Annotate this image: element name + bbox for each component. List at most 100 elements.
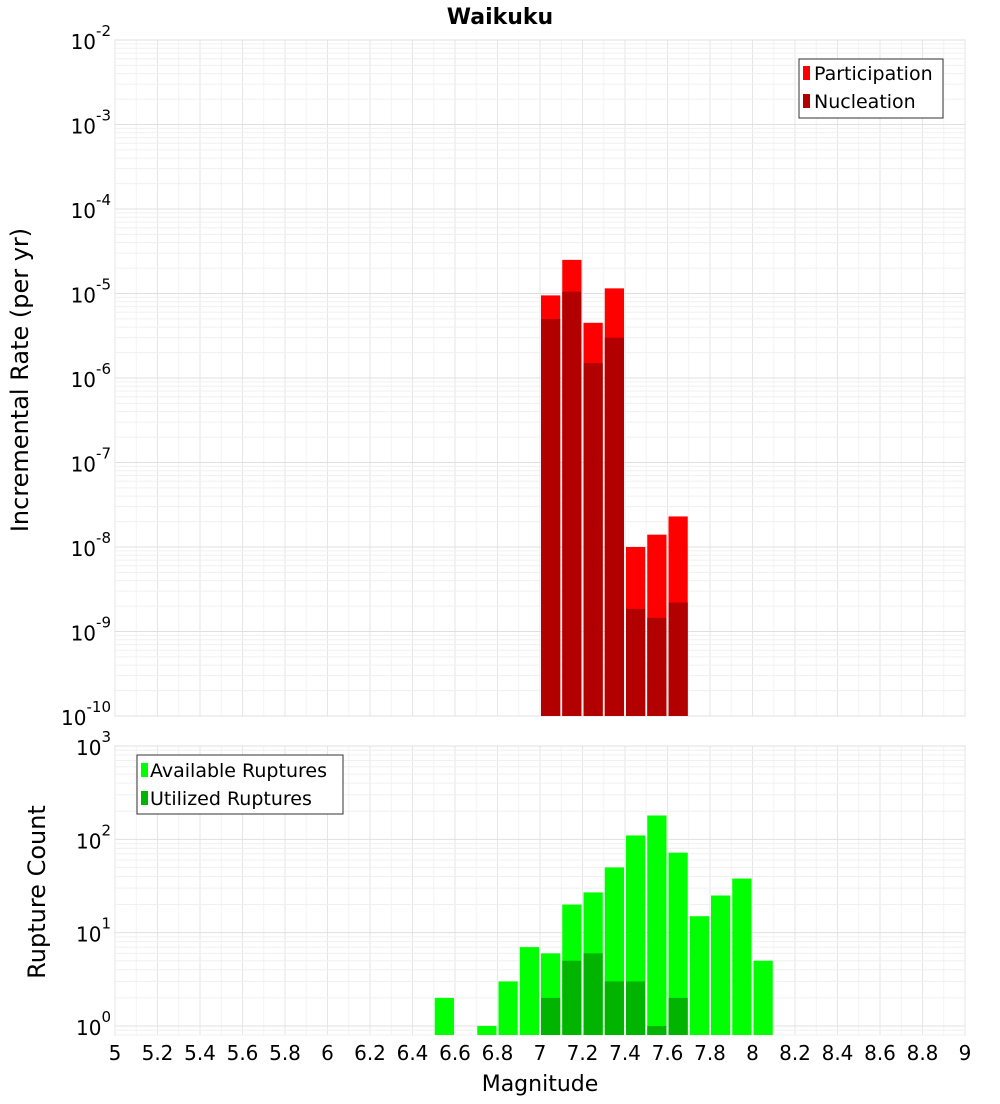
top-y-tick-base: 10: [71, 622, 96, 646]
top-y-tick-label: 10-4: [71, 191, 111, 223]
top-bars: [541, 259, 688, 716]
top-y-tick-label: 10-9: [71, 614, 111, 646]
top-y-tick-base: 10: [71, 537, 96, 561]
top-bar-nucleation: [626, 608, 646, 716]
top-y-ticks: 10-210-310-410-510-610-710-810-910-10: [61, 22, 111, 730]
x-tick-label: 5.6: [227, 1041, 259, 1065]
x-tick-label: 8.4: [822, 1041, 854, 1065]
top-bar-nucleation: [541, 318, 561, 716]
top-y-tick-exp: -3: [96, 107, 111, 125]
bottom-y-tick-base: 10: [76, 923, 101, 947]
bottom-bars: [434, 815, 773, 1035]
bottom-bar-utilized-ruptures: [583, 953, 603, 1035]
top-y-tick-exp: -2: [96, 22, 111, 40]
bottom-y-tick-label: 102: [76, 821, 111, 853]
x-tick-label: 9: [959, 1041, 972, 1065]
bottom-bar-utilized-ruptures: [668, 997, 688, 1035]
x-tick-label: 5.8: [269, 1041, 301, 1065]
bottom-bar-available-ruptures: [498, 981, 518, 1035]
bottom-y-tick-label: 101: [76, 915, 111, 947]
x-tick-label: 8.6: [864, 1041, 896, 1065]
x-tick-label: 7.4: [609, 1041, 641, 1065]
bottom-y-tick-exp: 3: [101, 728, 111, 746]
bottom-bar-available-ruptures: [647, 815, 667, 1035]
bottom-y-tick-exp: 1: [101, 915, 111, 933]
top-y-tick-base: 10: [71, 115, 96, 139]
top-gridlines: [114, 39, 966, 717]
top-y-tick-exp: -6: [96, 360, 111, 378]
top-y-tick-label: 10-3: [71, 107, 111, 139]
x-tick-label: 6.8: [482, 1041, 514, 1065]
top-bar-nucleation: [583, 363, 603, 716]
legend-label-participation: Participation: [814, 63, 933, 85]
legend-label-nucleation: Nucleation: [814, 91, 916, 113]
bottom-y-tick-base: 10: [76, 829, 101, 853]
chart-title: Waikuku: [447, 5, 553, 30]
bottom-bar-available-ruptures: [711, 895, 731, 1035]
top-y-tick-exp: -10: [87, 698, 112, 716]
legend-swatch-available: [141, 763, 148, 777]
top-legend-box: [798, 58, 944, 119]
top-legend: Participation Nucleation: [798, 58, 944, 119]
top-y-tick-exp: -5: [96, 276, 111, 294]
top-bar-nucleation: [668, 602, 688, 716]
top-y-tick-label: 10-8: [71, 529, 111, 561]
x-tick-label: 8: [746, 1041, 759, 1065]
x-tick-label: 6.2: [354, 1041, 386, 1065]
top-bar-nucleation: [604, 337, 624, 716]
top-bar-nucleation: [562, 291, 582, 716]
bottom-y-axis-label: Rupture Count: [23, 805, 51, 979]
x-tick-label: 5.4: [184, 1041, 216, 1065]
bottom-legend: Available Ruptures Utilized Ruptures: [136, 754, 344, 815]
bottom-bar-utilized-ruptures: [604, 981, 624, 1035]
bottom-bar-utilized-ruptures: [626, 981, 646, 1035]
top-y-tick-base: 10: [71, 284, 96, 308]
bottom-bar-available-ruptures: [668, 852, 688, 1035]
x-axis-label: Magnitude: [482, 1072, 599, 1097]
x-tick-label: 5: [109, 1041, 122, 1065]
top-y-tick-base: 10: [61, 706, 86, 730]
legend-swatch-nucleation: [803, 94, 810, 108]
top-y-tick-label: 10-6: [71, 360, 111, 392]
bottom-bar-available-ruptures: [477, 1025, 497, 1035]
x-tick-label: 8.2: [779, 1041, 811, 1065]
bottom-bar-available-ruptures: [689, 916, 709, 1035]
top-y-tick-base: 10: [71, 199, 96, 223]
legend-label-utilized: Utilized Ruptures: [150, 788, 312, 810]
top-y-tick-exp: -7: [96, 445, 111, 463]
x-tick-label: 7.2: [567, 1041, 599, 1065]
bottom-y-tick-exp: 0: [101, 1008, 111, 1026]
top-y-tick-label: 10-2: [71, 22, 111, 54]
top-y-tick-label: 10-7: [71, 445, 111, 477]
x-tick-label: 7: [534, 1041, 547, 1065]
legend-label-available: Available Ruptures: [150, 760, 327, 782]
x-tick-label: 6.4: [397, 1041, 429, 1065]
top-y-tick-exp: -8: [96, 529, 111, 547]
x-tick-label: 7.6: [652, 1041, 684, 1065]
x-tick-label: 5.2: [142, 1041, 174, 1065]
legend-swatch-participation: [803, 66, 810, 80]
top-y-tick-base: 10: [71, 368, 96, 392]
x-tick-label: 8.8: [907, 1041, 939, 1065]
x-tick-label: 6: [321, 1041, 334, 1065]
top-y-tick-exp: -4: [96, 191, 111, 209]
legend-swatch-utilized: [141, 791, 148, 805]
bottom-y-tick-label: 103: [76, 728, 111, 760]
top-y-tick-label: 10-10: [61, 698, 111, 730]
x-tick-label: 6.6: [439, 1041, 471, 1065]
top-bar-nucleation: [647, 617, 667, 716]
top-y-axis-label: Incremental Rate (per yr): [6, 228, 34, 532]
bottom-y-tick-base: 10: [76, 736, 101, 760]
x-tick-label: 7.8: [694, 1041, 726, 1065]
top-y-tick-base: 10: [71, 30, 96, 54]
bottom-bar-utilized-ruptures: [541, 997, 561, 1035]
bottom-y-tick-base: 10: [76, 1016, 101, 1040]
bottom-y-tick-exp: 2: [101, 821, 111, 839]
bottom-bar-available-ruptures: [434, 997, 454, 1035]
bottom-y-tick-label: 100: [76, 1008, 111, 1040]
bottom-bar-utilized-ruptures: [562, 960, 582, 1035]
top-y-tick-base: 10: [71, 453, 96, 477]
